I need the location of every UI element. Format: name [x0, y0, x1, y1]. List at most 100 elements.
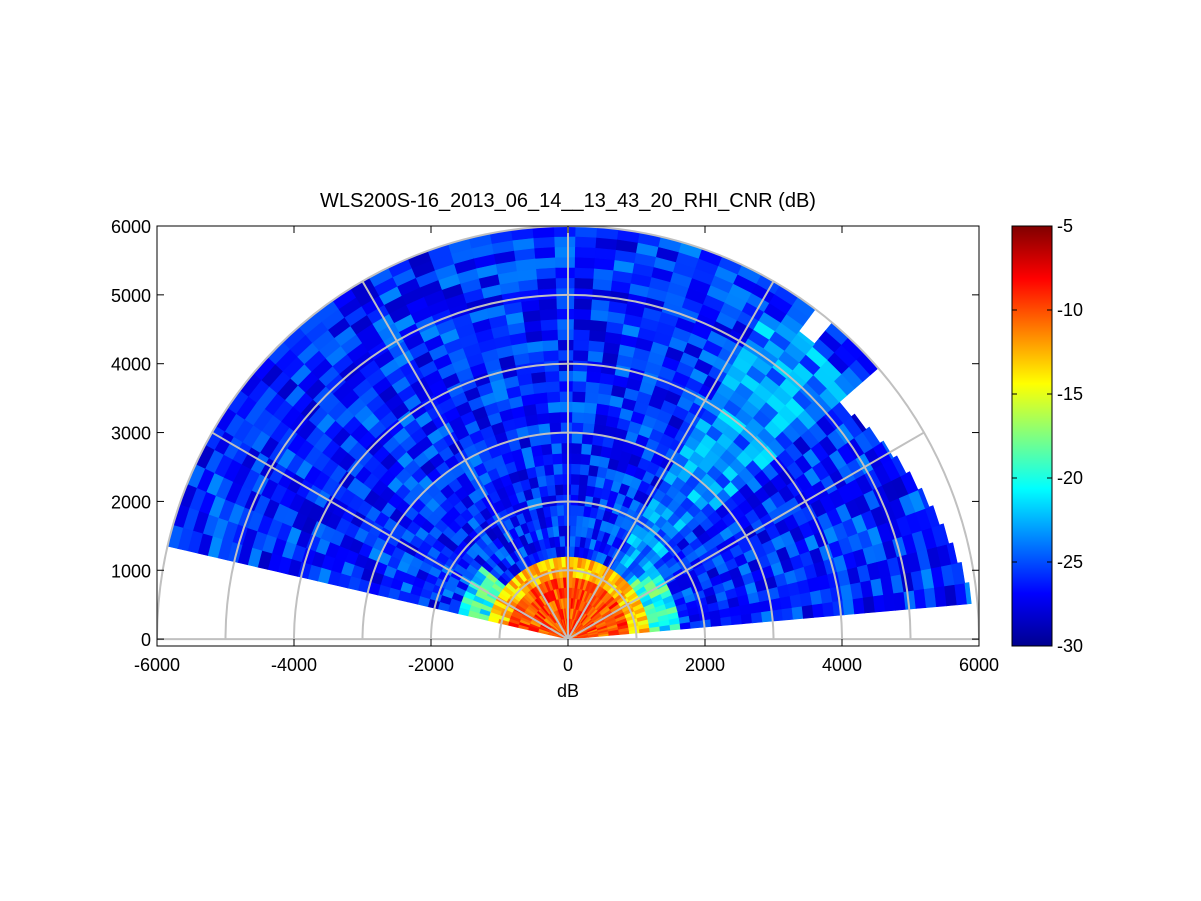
y-tick-label: 3000 — [111, 424, 151, 444]
heatmap-cell — [543, 360, 560, 372]
heatmap-cell — [569, 525, 577, 537]
heatmap-cell — [554, 267, 575, 279]
heatmap-cell — [560, 432, 572, 444]
colorbar-tick-label: -15 — [1057, 384, 1083, 404]
heatmap-cell — [550, 442, 562, 455]
heatmap-cell — [560, 442, 572, 454]
heatmap-cell — [570, 473, 580, 485]
angle-spoke — [361, 280, 569, 640]
heatmap-cell — [740, 612, 753, 625]
heatmap-cell — [811, 602, 825, 618]
heatmap-cell — [946, 542, 958, 565]
heatmap-cell — [588, 329, 606, 343]
heatmap-cell — [589, 319, 608, 332]
heatmap-cell — [553, 226, 576, 237]
heatmap-cell — [561, 473, 572, 485]
heatmap-cell — [781, 607, 794, 621]
heatmap-cell — [822, 601, 835, 617]
heatmap-cell — [557, 359, 574, 372]
heatmap-cell — [527, 350, 545, 364]
heatmap-cell — [534, 256, 556, 270]
heatmap-cell — [589, 309, 609, 322]
heatmap-cell — [530, 371, 546, 384]
heatmap-cell — [543, 463, 555, 476]
heatmap-cell — [574, 525, 583, 537]
heatmap-cell — [572, 349, 589, 362]
heatmap-cell — [576, 504, 585, 517]
heatmap-cell — [569, 504, 578, 516]
heatmap-cell — [862, 426, 881, 449]
heatmap-cell — [584, 391, 599, 404]
heatmap-cell — [536, 412, 550, 425]
heatmap-cell — [540, 443, 553, 456]
heatmap-cell — [571, 421, 584, 434]
heatmap-cell — [583, 495, 594, 508]
heatmap-cell — [560, 421, 573, 434]
x-axis: -6000 -4000 -2000 0 2000 4000 6000 — [134, 226, 999, 675]
heatmap-cell — [584, 381, 600, 394]
y-tick-label: 2000 — [111, 492, 151, 512]
heatmap-cell — [590, 298, 610, 312]
heatmap-cell — [941, 523, 950, 545]
x-tick-label: 6000 — [959, 655, 999, 675]
heatmap-cell — [569, 494, 579, 506]
heatmap-cell — [557, 339, 574, 351]
heatmap-cell — [586, 360, 603, 373]
heatmap-cell — [571, 390, 586, 403]
x-tick-label: 4000 — [822, 655, 862, 675]
heatmap-cell — [575, 515, 584, 527]
y-tick-label: 6000 — [111, 217, 151, 237]
heatmap-cell — [555, 494, 564, 506]
heatmap-cell — [556, 308, 575, 320]
heatmap-cell — [532, 236, 555, 249]
heatmap-cell — [730, 614, 743, 626]
heatmap-cell — [573, 267, 595, 279]
heatmap-cell — [578, 473, 589, 486]
heatmap-cell — [574, 535, 581, 548]
heatmap-cell — [547, 401, 561, 414]
colorbar-tick-label: -20 — [1057, 468, 1083, 488]
heatmap-cell — [570, 442, 582, 455]
heatmap-cell — [572, 339, 590, 351]
heatmap-cell — [850, 413, 867, 433]
heatmap-cell — [568, 576, 573, 588]
heatmap-cell — [900, 471, 919, 495]
heatmap-cell — [571, 380, 587, 393]
heatmap-cell — [556, 318, 574, 330]
heatmap-cell — [582, 412, 596, 425]
y-tick-label: 1000 — [111, 561, 151, 581]
heatmap-cell — [569, 545, 575, 558]
heatmap-cell — [852, 597, 866, 615]
heatmap-cell — [531, 381, 547, 395]
heatmap-cell — [562, 483, 572, 495]
colorbar-tick-label: -5 — [1057, 216, 1073, 236]
colorbar-scale — [1011, 225, 1053, 647]
heatmap-cell — [568, 566, 574, 578]
heatmap-cell — [559, 401, 573, 413]
heatmap-cell — [574, 226, 598, 238]
heatmap-cell — [542, 349, 559, 362]
heatmap-cell — [544, 370, 560, 383]
colorbar-ticks: -5 -10 -15 -20 -25 -30 — [1012, 216, 1083, 656]
heatmap-cell — [573, 308, 592, 321]
heatmap-cell — [561, 452, 572, 464]
heatmap-cell — [570, 452, 582, 465]
x-tick-label: 2000 — [685, 655, 725, 675]
heatmap-cell — [536, 277, 557, 290]
heatmap-cell — [585, 370, 601, 384]
heatmap-cell — [545, 380, 560, 393]
heatmap-cell — [791, 605, 804, 620]
heatmap-cell — [573, 318, 591, 331]
heatmap-cell — [569, 535, 576, 547]
y-tick-label: 4000 — [111, 355, 151, 375]
heatmap-cell — [553, 236, 576, 248]
heatmap-cell — [556, 504, 565, 517]
x-tick-label: -6000 — [134, 655, 180, 675]
heatmap-cell — [554, 483, 564, 496]
heatmap-cell — [554, 246, 576, 258]
heatmap-cell — [572, 328, 590, 341]
heatmap-cell — [562, 494, 571, 506]
heatmap-cell — [549, 432, 562, 444]
heatmap-cell — [572, 359, 588, 372]
angle-spoke — [211, 431, 569, 640]
